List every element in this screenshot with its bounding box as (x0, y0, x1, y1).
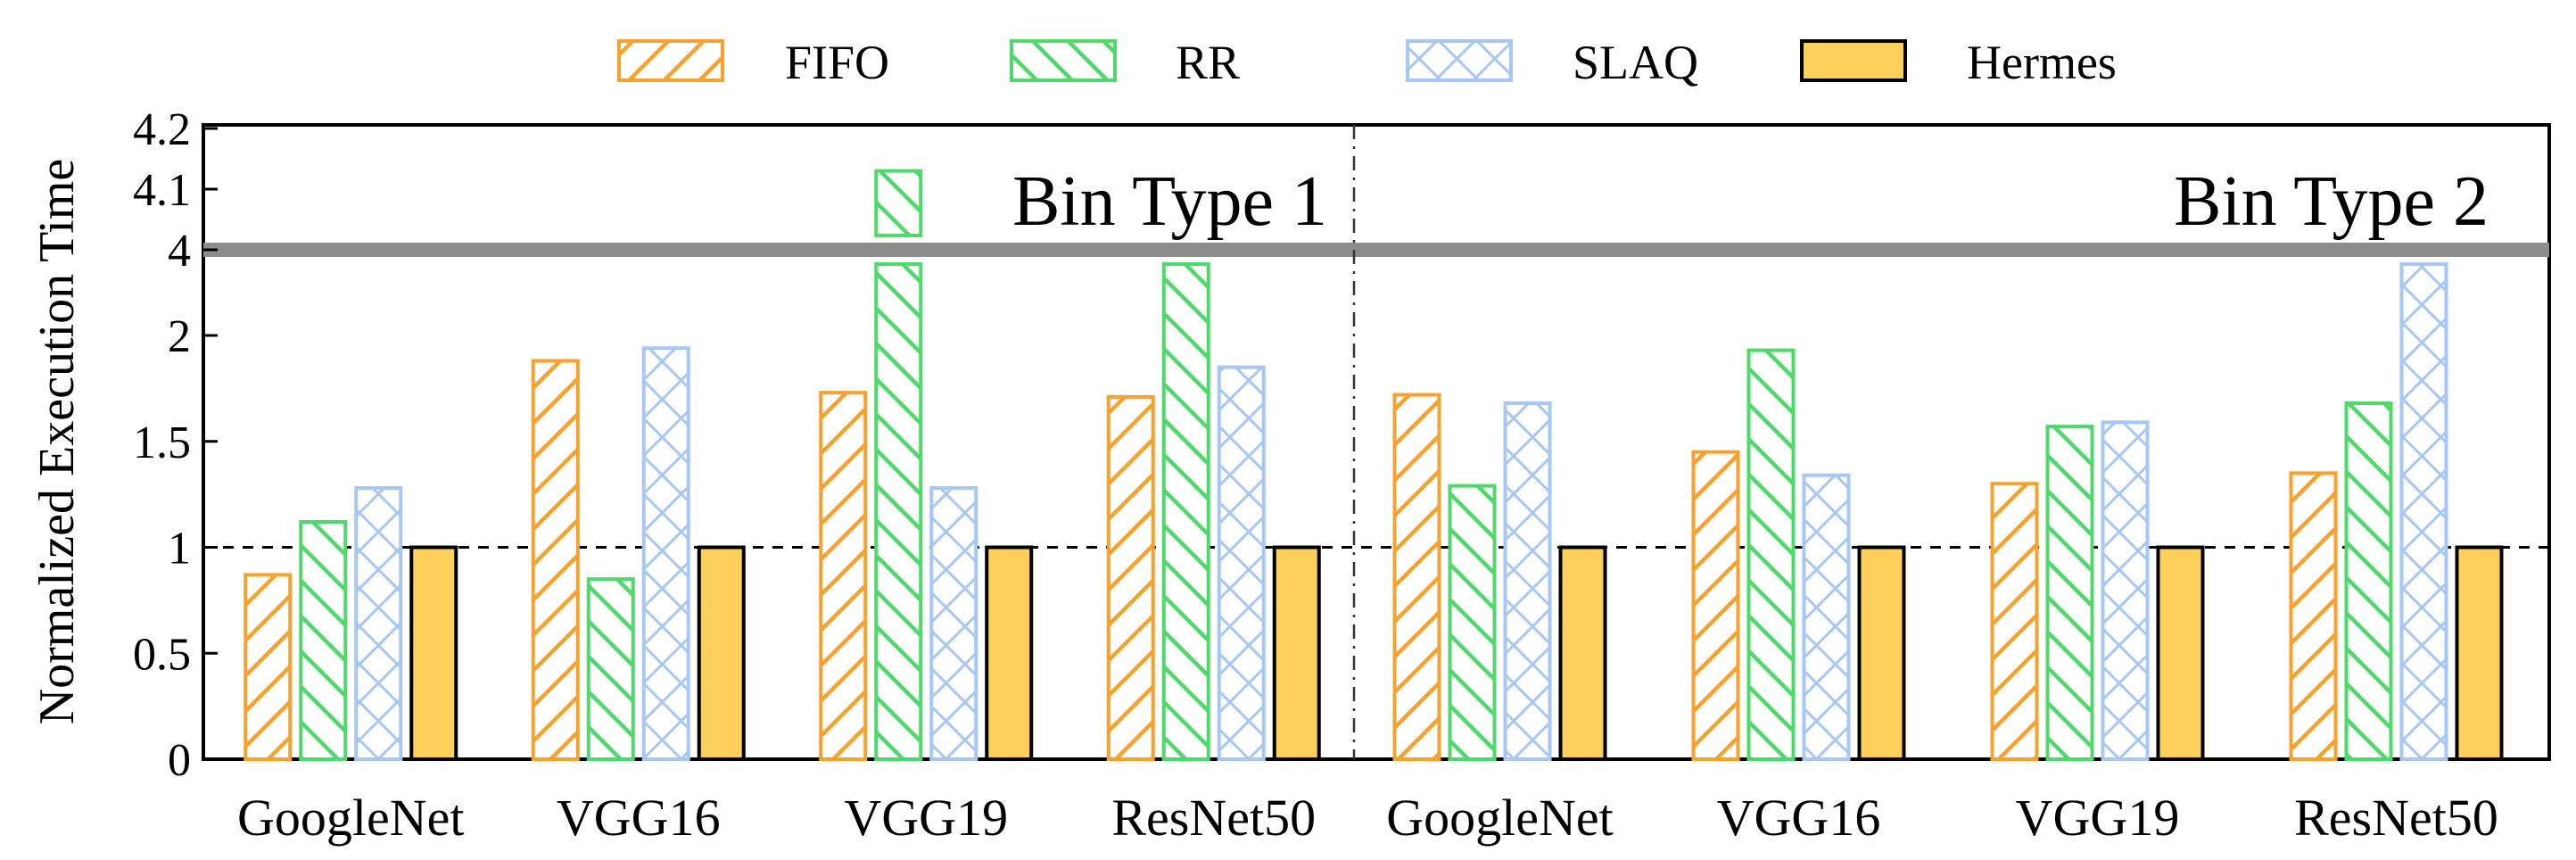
bar-rr-vgg16-p1 (586, 577, 635, 761)
bar-fifo-resnet50-p1 (1106, 394, 1155, 761)
x-tick-label-googlenet-p2: GoogleNet (1386, 789, 1614, 847)
x-tick-label-vgg16-p2: VGG16 (1717, 789, 1881, 847)
bar-hermes-googlenet-p1 (409, 545, 458, 761)
legend-label-slaq: SLAQ (1573, 36, 1698, 89)
legend: FIFO RR SLAQ Hermes (617, 36, 2117, 89)
y-axis-label: Normalized Execution Time (29, 159, 85, 725)
bar-slaq-resnet50-p1 (1217, 365, 1266, 761)
plot-area: 0 0.5 1 1.5 2 4 4.1 4.2 Bin Type 1 GoogleNet VGG16… (133, 104, 2551, 847)
y-tick-label-1-5: 1.5 (133, 418, 191, 468)
x-tick-label-vgg19-p1: VGG19 (844, 789, 1008, 847)
bar-slaq-vgg19-p2 (2101, 420, 2150, 761)
bar-slaq-googlenet-p2 (1503, 401, 1552, 761)
bar-fifo-googlenet-p1 (244, 573, 293, 761)
bar-fifo-vgg19-p2 (1990, 482, 2039, 761)
y-tick-label-1: 1 (168, 524, 191, 575)
legend-label-rr: RR (1176, 36, 1240, 89)
legend-label-hermes: Hermes (1967, 36, 2117, 89)
bar-fifo-resnet50-p2 (2289, 471, 2338, 761)
bar-hermes-vgg16-p1 (697, 545, 746, 761)
bar-slaq-vgg16-p1 (641, 346, 690, 761)
y-tick-label-4-2: 4.2 (133, 104, 191, 155)
y-tick-label-2: 2 (168, 311, 191, 362)
bar-rr-vgg19-p1 (874, 262, 923, 761)
axis-break-band (203, 243, 2549, 257)
bar-hermes-vgg16-p2 (1857, 545, 1906, 761)
x-tick-label-vgg19-p2: VGG19 (2016, 789, 2180, 847)
bar-fifo-googlenet-p2 (1392, 393, 1441, 761)
bar-rr-resnet50-p1 (1161, 262, 1210, 761)
y-tick-label-4: 4 (168, 226, 191, 277)
legend-swatch-rr (1010, 39, 1117, 82)
legend-label-fifo: FIFO (785, 36, 889, 89)
bar-hermes-resnet50-p2 (2455, 545, 2504, 761)
bar-hermes-vgg19-p1 (985, 545, 1034, 761)
bar-fifo-vgg16-p1 (531, 359, 580, 761)
panel-title-2: Bin Type 2 (2174, 162, 2489, 241)
legend-swatch-fifo (617, 39, 724, 82)
bar-hermes-vgg19-p2 (2156, 545, 2205, 761)
bar-fifo-vgg16-p2 (1691, 450, 1740, 761)
x-tick-label-googlenet-p1: GoogleNet (237, 789, 465, 847)
bar-slaq-resnet50-p2 (2399, 262, 2448, 761)
bar-rr-vgg19-p2 (2045, 425, 2094, 761)
panel-title-1: Bin Type 1 (1012, 162, 1327, 241)
bar-hermes-resnet50-p1 (1272, 545, 1321, 761)
x-tick-label-resnet50-p2: ResNet50 (2294, 789, 2498, 847)
bar-slaq-googlenet-p1 (354, 486, 403, 761)
bar-rr-resnet50-p2 (2344, 401, 2393, 761)
x-tick-label-vgg16-p1: VGG16 (557, 789, 721, 847)
bar-slaq-vgg19-p1 (929, 486, 978, 761)
y-tick-label-0-5: 0.5 (133, 629, 191, 680)
bar-fifo-vgg19-p1 (819, 391, 868, 761)
bar-hermes-googlenet-p2 (1558, 545, 1607, 761)
bar-rr-googlenet-p1 (299, 520, 348, 761)
bar-rr-vgg19-p1-upper (874, 169, 923, 238)
y-tick-label-4-1: 4.1 (133, 165, 191, 216)
bar-rr-googlenet-p2 (1448, 484, 1497, 761)
x-tick-label-resnet50-p1: ResNet50 (1111, 789, 1316, 847)
legend-swatch-hermes (1800, 39, 1907, 82)
y-tick-label-0: 0 (168, 735, 191, 786)
bar-rr-vgg16-p2 (1746, 348, 1796, 761)
bar-slaq-vgg16-p2 (1802, 473, 1851, 761)
legend-swatch-slaq (1406, 39, 1513, 82)
